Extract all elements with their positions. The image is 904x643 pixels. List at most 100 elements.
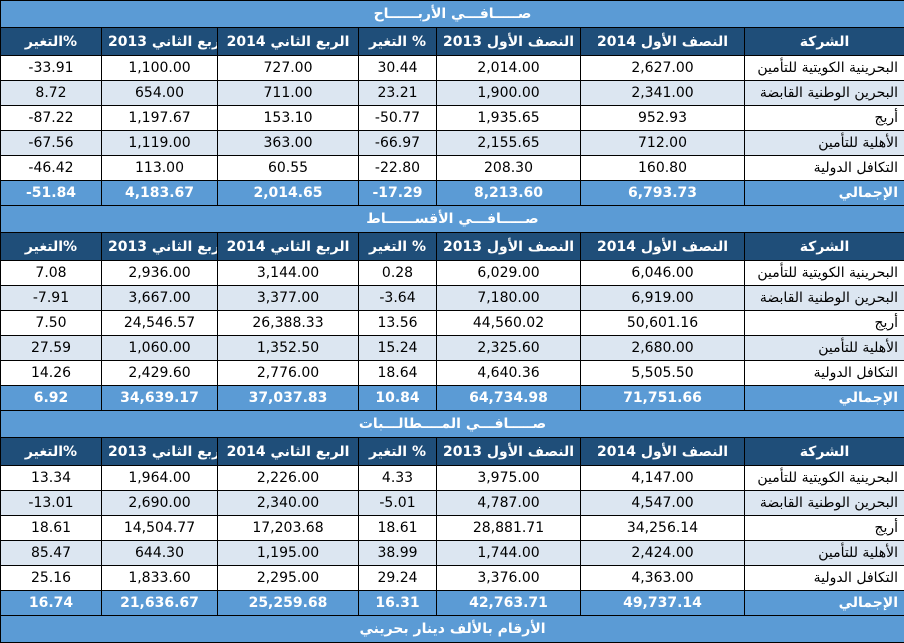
value-cell: 727.00 (218, 56, 359, 81)
value-cell: -13.01 (1, 491, 102, 516)
total-value: 4,183.67 (102, 181, 218, 206)
total-value: 71,751.66 (581, 386, 745, 411)
value-cell: 2,226.00 (218, 466, 359, 491)
footer-row: الأرقام بالألف دينار بحريني (1, 616, 904, 643)
value-cell: 4,787.00 (437, 491, 581, 516)
total-label: الإجمالي (745, 386, 904, 411)
value-cell: 4.33 (359, 466, 437, 491)
column-header: التغير % (359, 28, 437, 56)
value-cell: -22.80 (359, 156, 437, 181)
column-header: التغير% (1, 28, 102, 56)
value-cell: 44,560.02 (437, 311, 581, 336)
column-header: الشركة (745, 28, 904, 56)
value-cell: 14.26 (1, 361, 102, 386)
value-cell: 50,601.16 (581, 311, 745, 336)
company-name: البحرين الوطنية القابضة (745, 286, 904, 311)
total-value: 8,213.60 (437, 181, 581, 206)
value-cell: 34,256.14 (581, 516, 745, 541)
value-cell: 24,546.57 (102, 311, 218, 336)
value-cell: 2,325.60 (437, 336, 581, 361)
section-title-row: صـــــافـــي الأقســــــاط (1, 206, 904, 233)
value-cell: 60.55 (218, 156, 359, 181)
value-cell: 25.16 (1, 566, 102, 591)
value-cell: 5,505.50 (581, 361, 745, 386)
total-value: 6.92 (1, 386, 102, 411)
value-cell: 113.00 (102, 156, 218, 181)
value-cell: -7.91 (1, 286, 102, 311)
value-cell: 2,340.00 (218, 491, 359, 516)
value-cell: 29.24 (359, 566, 437, 591)
value-cell: 2,155.65 (437, 131, 581, 156)
total-value: 6,793.73 (581, 181, 745, 206)
company-name: الأهلية للتأمين (745, 336, 904, 361)
value-cell: 1,197.67 (102, 106, 218, 131)
section-title-row: صـــــافـــي الأربــــــاح (1, 1, 904, 28)
value-cell: 1,195.00 (218, 541, 359, 566)
value-cell: 3,144.00 (218, 261, 359, 286)
total-label: الإجمالي (745, 181, 904, 206)
value-cell: -33.91 (1, 56, 102, 81)
value-cell: 7.08 (1, 261, 102, 286)
value-cell: 153.10 (218, 106, 359, 131)
value-cell: 1,935.65 (437, 106, 581, 131)
total-value: 2,014.65 (218, 181, 359, 206)
value-cell: 13.56 (359, 311, 437, 336)
company-name: البحرينية الكويتية للتأمين (745, 466, 904, 491)
value-cell: 3,377.00 (218, 286, 359, 311)
value-cell: -46.42 (1, 156, 102, 181)
section-title-row: صـــــافـــي المــــطالـــبات (1, 411, 904, 438)
value-cell: 0.28 (359, 261, 437, 286)
value-cell: 1,964.00 (102, 466, 218, 491)
column-header: الشركة (745, 438, 904, 466)
value-cell: 711.00 (218, 81, 359, 106)
column-header: الربع الثاني 2014 (218, 438, 359, 466)
value-cell: 4,640.36 (437, 361, 581, 386)
value-cell: 27.59 (1, 336, 102, 361)
column-header: الربع الثاني 2014 (218, 28, 359, 56)
value-cell: 18.61 (359, 516, 437, 541)
value-cell: 26,388.33 (218, 311, 359, 336)
column-header: التغير % (359, 233, 437, 261)
value-cell: 13.34 (1, 466, 102, 491)
company-name: التكافل الدولية (745, 156, 904, 181)
column-header: التغير % (359, 438, 437, 466)
value-cell: 1,352.50 (218, 336, 359, 361)
value-cell: 2,680.00 (581, 336, 745, 361)
total-label: الإجمالي (745, 591, 904, 616)
value-cell: 160.80 (581, 156, 745, 181)
total-value: -17.29 (359, 181, 437, 206)
total-value: 25,259.68 (218, 591, 359, 616)
value-cell: 2,014.00 (437, 56, 581, 81)
value-cell: 28,881.71 (437, 516, 581, 541)
value-cell: 1,119.00 (102, 131, 218, 156)
value-cell: 3,667.00 (102, 286, 218, 311)
value-cell: 1,744.00 (437, 541, 581, 566)
column-header: النصف الأول 2014 (581, 438, 745, 466)
value-cell: 644.30 (102, 541, 218, 566)
value-cell: 2,295.00 (218, 566, 359, 591)
company-name: التكافل الدولية (745, 566, 904, 591)
value-cell: 17,203.68 (218, 516, 359, 541)
value-cell: 85.47 (1, 541, 102, 566)
value-cell: 6,046.00 (581, 261, 745, 286)
value-cell: 3,975.00 (437, 466, 581, 491)
value-cell: 4,363.00 (581, 566, 745, 591)
value-cell: 18.64 (359, 361, 437, 386)
total-value: 10.84 (359, 386, 437, 411)
company-name: البحرين الوطنية القابضة (745, 491, 904, 516)
value-cell: 8.72 (1, 81, 102, 106)
column-header: النصف الأول 2013 (437, 438, 581, 466)
value-cell: 2,627.00 (581, 56, 745, 81)
value-cell: 14,504.77 (102, 516, 218, 541)
